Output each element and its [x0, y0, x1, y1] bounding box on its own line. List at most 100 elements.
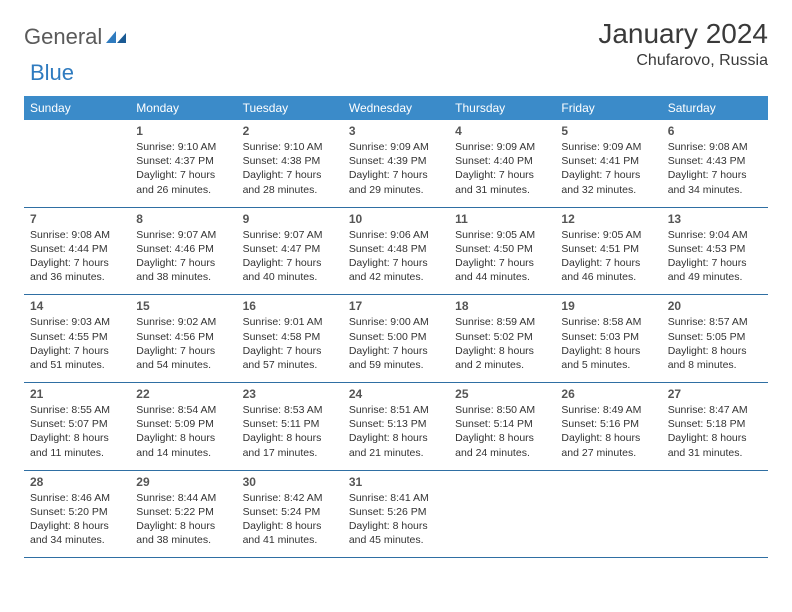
- day-detail: Daylight: 8 hours: [668, 431, 762, 445]
- day-number: 4: [455, 124, 549, 138]
- day-cell: 15Sunrise: 9:02 AMSunset: 4:56 PMDayligh…: [130, 295, 236, 382]
- day-detail: Daylight: 8 hours: [30, 519, 124, 533]
- day-detail: Sunrise: 9:09 AM: [455, 140, 549, 154]
- day-detail: Sunset: 5:07 PM: [30, 417, 124, 431]
- day-detail: Sunset: 5:13 PM: [349, 417, 443, 431]
- day-detail: Sunset: 5:11 PM: [243, 417, 337, 431]
- day-detail: and 38 minutes.: [136, 270, 230, 284]
- day-detail: Sunrise: 9:00 AM: [349, 315, 443, 329]
- day-number: 2: [243, 124, 337, 138]
- logo-text-general: General: [24, 24, 102, 50]
- day-detail: Daylight: 7 hours: [561, 168, 655, 182]
- day-detail: Daylight: 8 hours: [668, 344, 762, 358]
- day-detail: and 8 minutes.: [668, 358, 762, 372]
- day-detail: Sunset: 5:14 PM: [455, 417, 549, 431]
- day-detail: Sunrise: 8:51 AM: [349, 403, 443, 417]
- day-detail: Sunrise: 8:46 AM: [30, 491, 124, 505]
- day-number: 27: [668, 387, 762, 401]
- day-detail: and 5 minutes.: [561, 358, 655, 372]
- day-detail: and 45 minutes.: [349, 533, 443, 547]
- day-number: 6: [668, 124, 762, 138]
- day-cell: 18Sunrise: 8:59 AMSunset: 5:02 PMDayligh…: [449, 295, 555, 382]
- day-detail: Sunset: 4:38 PM: [243, 154, 337, 168]
- day-detail: and 57 minutes.: [243, 358, 337, 372]
- day-detail: Sunset: 4:44 PM: [30, 242, 124, 256]
- day-detail: Daylight: 8 hours: [136, 431, 230, 445]
- day-detail: Daylight: 7 hours: [136, 344, 230, 358]
- day-number: 21: [30, 387, 124, 401]
- day-detail: and 51 minutes.: [30, 358, 124, 372]
- day-detail: Daylight: 7 hours: [349, 344, 443, 358]
- day-number: 3: [349, 124, 443, 138]
- day-detail: Daylight: 7 hours: [668, 168, 762, 182]
- day-detail: Sunset: 4:55 PM: [30, 330, 124, 344]
- day-cell: 16Sunrise: 9:01 AMSunset: 4:58 PMDayligh…: [237, 295, 343, 382]
- day-cell: 14Sunrise: 9:03 AMSunset: 4:55 PMDayligh…: [24, 295, 130, 382]
- day-cell: 3Sunrise: 9:09 AMSunset: 4:39 PMDaylight…: [343, 120, 449, 207]
- day-number: 18: [455, 299, 549, 313]
- day-detail: Sunset: 4:48 PM: [349, 242, 443, 256]
- day-detail: Sunrise: 9:01 AM: [243, 315, 337, 329]
- day-detail: and 36 minutes.: [30, 270, 124, 284]
- day-detail: Sunset: 4:53 PM: [668, 242, 762, 256]
- day-number: 20: [668, 299, 762, 313]
- day-cell: 8Sunrise: 9:07 AMSunset: 4:46 PMDaylight…: [130, 208, 236, 295]
- day-number: 8: [136, 212, 230, 226]
- day-number: 10: [349, 212, 443, 226]
- day-detail: Sunrise: 8:58 AM: [561, 315, 655, 329]
- day-detail: Sunrise: 8:49 AM: [561, 403, 655, 417]
- day-cell: 31Sunrise: 8:41 AMSunset: 5:26 PMDayligh…: [343, 471, 449, 558]
- day-detail: Sunset: 5:02 PM: [455, 330, 549, 344]
- logo: General: [24, 18, 130, 50]
- day-detail: and 34 minutes.: [668, 183, 762, 197]
- day-cell: [24, 120, 130, 207]
- day-detail: Daylight: 7 hours: [243, 344, 337, 358]
- day-number: 17: [349, 299, 443, 313]
- week-row: 1Sunrise: 9:10 AMSunset: 4:37 PMDaylight…: [24, 120, 768, 208]
- day-detail: Sunrise: 9:04 AM: [668, 228, 762, 242]
- day-detail: and 28 minutes.: [243, 183, 337, 197]
- dow-friday: Friday: [555, 96, 661, 120]
- dow-saturday: Saturday: [662, 96, 768, 120]
- day-cell: 22Sunrise: 8:54 AMSunset: 5:09 PMDayligh…: [130, 383, 236, 470]
- day-number: 25: [455, 387, 549, 401]
- day-number: 7: [30, 212, 124, 226]
- day-detail: Daylight: 7 hours: [136, 256, 230, 270]
- calendar: Sunday Monday Tuesday Wednesday Thursday…: [24, 96, 768, 558]
- week-row: 28Sunrise: 8:46 AMSunset: 5:20 PMDayligh…: [24, 471, 768, 559]
- day-cell: 24Sunrise: 8:51 AMSunset: 5:13 PMDayligh…: [343, 383, 449, 470]
- day-cell: 6Sunrise: 9:08 AMSunset: 4:43 PMDaylight…: [662, 120, 768, 207]
- day-detail: Daylight: 7 hours: [243, 168, 337, 182]
- day-cell: 30Sunrise: 8:42 AMSunset: 5:24 PMDayligh…: [237, 471, 343, 558]
- day-detail: and 49 minutes.: [668, 270, 762, 284]
- day-detail: and 42 minutes.: [349, 270, 443, 284]
- day-detail: Daylight: 7 hours: [30, 256, 124, 270]
- day-detail: Sunrise: 8:41 AM: [349, 491, 443, 505]
- day-detail: Sunrise: 9:09 AM: [349, 140, 443, 154]
- day-detail: Sunrise: 8:53 AM: [243, 403, 337, 417]
- day-detail: Daylight: 7 hours: [668, 256, 762, 270]
- day-detail: Sunset: 5:00 PM: [349, 330, 443, 344]
- day-number: 13: [668, 212, 762, 226]
- day-detail: Daylight: 8 hours: [349, 431, 443, 445]
- day-detail: Sunset: 4:41 PM: [561, 154, 655, 168]
- day-detail: Sunrise: 9:05 AM: [455, 228, 549, 242]
- day-cell: 26Sunrise: 8:49 AMSunset: 5:16 PMDayligh…: [555, 383, 661, 470]
- day-detail: Sunset: 5:03 PM: [561, 330, 655, 344]
- day-detail: Daylight: 8 hours: [561, 431, 655, 445]
- day-detail: and 41 minutes.: [243, 533, 337, 547]
- day-detail: Sunset: 5:26 PM: [349, 505, 443, 519]
- day-detail: Daylight: 7 hours: [455, 168, 549, 182]
- day-detail: Daylight: 8 hours: [243, 431, 337, 445]
- day-detail: Sunrise: 8:54 AM: [136, 403, 230, 417]
- day-number: 1: [136, 124, 230, 138]
- logo-text-blue: Blue: [30, 60, 74, 86]
- day-detail: Sunrise: 9:08 AM: [668, 140, 762, 154]
- day-number: 5: [561, 124, 655, 138]
- day-cell: 28Sunrise: 8:46 AMSunset: 5:20 PMDayligh…: [24, 471, 130, 558]
- day-cell: 10Sunrise: 9:06 AMSunset: 4:48 PMDayligh…: [343, 208, 449, 295]
- day-number: 26: [561, 387, 655, 401]
- day-detail: Sunrise: 9:03 AM: [30, 315, 124, 329]
- day-detail: Sunset: 4:37 PM: [136, 154, 230, 168]
- dow-thursday: Thursday: [449, 96, 555, 120]
